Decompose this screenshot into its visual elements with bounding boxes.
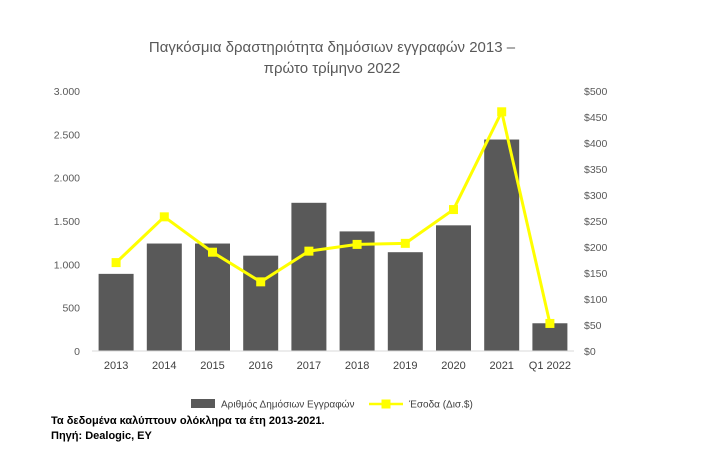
revenue-line [115,110,552,324]
bar [387,252,423,351]
y-right-tick-label: $100 [584,294,608,306]
revenue-marker [400,238,410,248]
y-right-tick-label: $0 [584,346,596,358]
revenue-marker [304,246,314,256]
bar [291,202,327,351]
revenue-marker [449,205,458,215]
footnote-source: Πηγή: Dealogic, EY [51,430,152,442]
y-right-tick-label: $300 [584,190,608,202]
bar [243,255,279,351]
y-left-tick-label: 1.000 [54,259,80,271]
x-tick-label: 2021 [489,360,513,372]
legend-label-line: Έσοδα (Δισ.$) [408,400,473,411]
legend: Αριθμός Δημόσιων Εγγραφών Έσοδα (Δισ.$) [191,399,473,411]
y-right-tick-label: $500 [584,86,608,98]
revenue-marker [159,212,169,222]
x-tick-label: 2017 [297,360,321,372]
revenue-marker [352,239,362,249]
y-left-tick-label: 2.000 [54,173,80,185]
y-left-tick-label: 1.500 [54,216,80,228]
x-tick-label: 2016 [248,360,272,372]
y-left-tick-label: 500 [62,303,80,315]
footnote-coverage: Τα δεδομένα καλύπτουν ολόκληρα τα έτη 20… [51,415,325,427]
plot-area: 0 500 1.000 1.500 2.000 2.500 3.000 $0 $50 $100 $1… [54,86,608,372]
revenue-marker [111,258,121,268]
x-tick-label: 2020 [441,360,465,372]
revenue-marker [256,277,266,287]
bar [436,225,471,351]
legend-swatch-bars [191,399,215,408]
x-tick-label: 2014 [152,360,176,372]
y-right-tick-label: $250 [584,216,608,228]
y-right-tick-label: $450 [584,112,608,124]
chart-title-line-1: Παγκόσμια δραστηριότητα δημόσιων εγγραφώ… [149,39,516,56]
legend-swatch-marker [381,399,391,409]
bar [484,139,520,351]
revenue-marker [208,247,217,257]
x-tick-label: 2015 [200,360,224,372]
x-tick-label: 2013 [104,360,128,372]
y-right-tick-label: $350 [584,164,608,176]
chart-title-line-2: πρώτο τρίμηνο 2022 [264,60,401,77]
x-tick-label: 2019 [393,360,417,372]
y-left-tick-label: 2.500 [54,129,80,141]
revenue-marker [497,107,507,117]
y-left-tick-label: 3.000 [54,86,80,98]
y-right-tick-label: $150 [584,268,608,280]
x-tick-label: Q1 2022 [529,360,571,372]
y-right-tick-label: $400 [584,138,608,150]
y-left-tick-label: 0 [74,346,80,358]
x-tick-label: 2018 [345,360,369,372]
revenue-marker [545,318,555,328]
legend-label-bars: Αριθμός Δημόσιων Εγγραφών [221,399,355,411]
bar [195,243,230,351]
bar [98,273,134,351]
bar [339,231,375,351]
y-right-tick-label: $50 [584,320,602,332]
bar [146,243,182,351]
y-right-tick-label: $200 [584,242,608,254]
